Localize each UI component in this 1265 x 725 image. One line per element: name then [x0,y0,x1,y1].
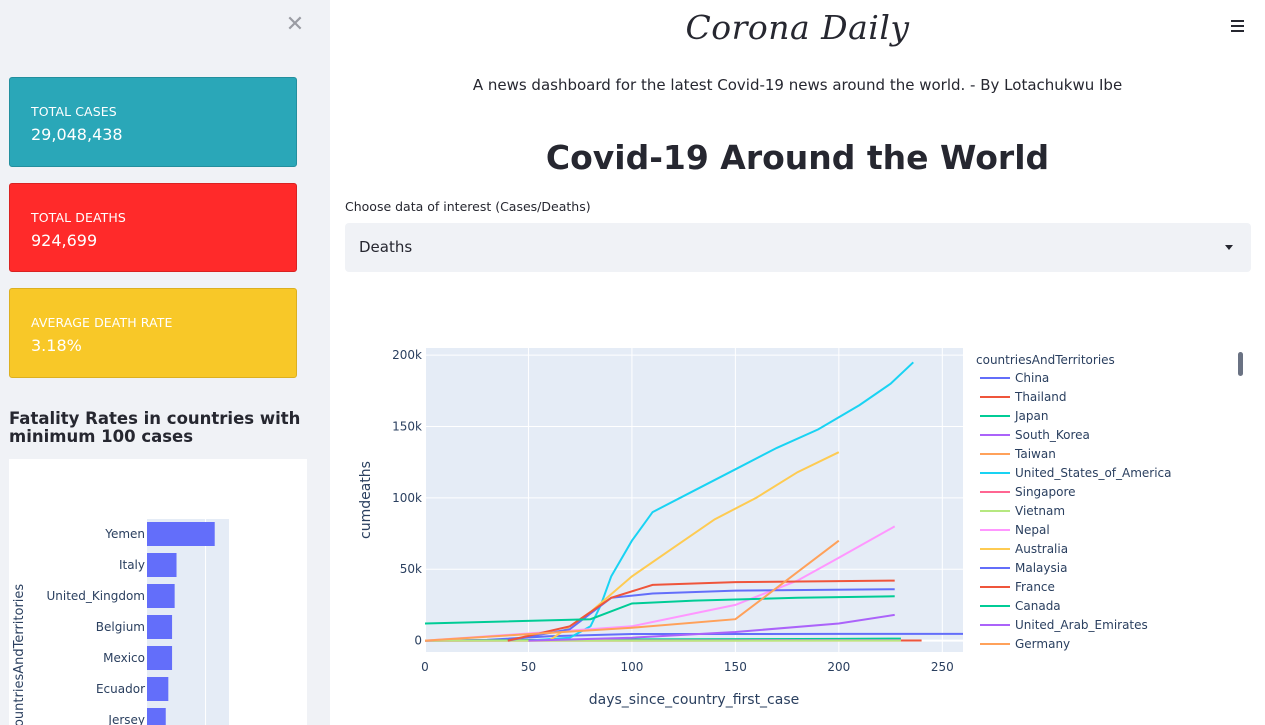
y-tick-label: 0 [414,634,422,648]
y-tick-label: 200k [392,348,422,362]
fatality-bar-label: Belgium [96,620,145,634]
legend-label: Canada [1015,599,1061,613]
series-line [425,539,840,642]
total-cases-label: TOTAL CASES [31,104,117,119]
legend-label: Singapore [1015,485,1076,499]
x-tick-label: 0 [421,660,429,674]
legend-item[interactable]: China [980,371,1049,385]
series-line [528,613,895,642]
close-icon[interactable]: ✕ [285,12,305,37]
total-deaths-value: 924,699 [31,231,98,250]
series-line [528,361,914,642]
total-cases-value: 29,048,438 [31,125,123,144]
legend-label: Japan [1014,409,1048,423]
legend-item[interactable]: Australia [980,542,1068,556]
fatality-bar-label: Ecuador [96,682,145,696]
x-axis-label: days_since_country_first_case [589,692,800,708]
legend-label: United_States_of_America [1015,466,1172,480]
hamburger-menu-icon[interactable] [1226,14,1250,38]
legend-item[interactable]: Germany [980,637,1070,651]
fatality-bar-label: Italy [119,558,145,572]
total-cases-card: TOTAL CASES 29,048,438 [9,77,297,167]
legend-item[interactable]: South_Korea [980,428,1090,442]
legend-label: France [1015,580,1055,594]
chevron-down-icon [1225,245,1233,250]
fatality-bar [147,584,175,608]
line-plot-area [425,348,963,652]
data-select-label: Choose data of interest (Cases/Deaths) [345,199,591,214]
legend-item[interactable]: Nepal [980,523,1050,537]
legend-label: United_Arab_Emirates [1015,618,1148,632]
legend-scrollbar[interactable] [1238,352,1243,376]
fatality-bar [147,708,166,725]
fatality-bar [147,522,215,546]
average-death-rate-value: 3.18% [31,336,82,355]
legend-label: Malaysia [1015,561,1067,575]
fatality-rates-title: Fatality Rates in countries with minimum… [9,409,301,446]
legend-label: Nepal [1015,523,1050,537]
sidebar: ✕ TOTAL CASES 29,048,438 TOTAL DEATHS 92… [0,0,330,725]
app-subtitle: A news dashboard for the latest Covid-19… [472,76,1123,94]
y-tick-label: 100k [392,491,422,505]
legend-item[interactable]: Taiwan [980,447,1056,461]
legend-label: Vietnam [1015,504,1065,518]
y-tick-label: 50k [400,562,422,576]
main-content: Corona Daily A news dashboard for the la… [330,0,1265,725]
data-select[interactable]: Deaths [345,223,1251,272]
legend-item[interactable]: United_Arab_Emirates [980,618,1148,632]
x-tick-label: 100 [620,660,643,674]
total-deaths-label: TOTAL DEATHS [31,210,126,225]
fatality-bar-label: Yemen [104,527,145,541]
legend-item[interactable]: United_States_of_America [980,466,1172,480]
legend-item[interactable]: Japan [980,409,1048,423]
fatality-bar [147,677,169,701]
legend-label: Australia [1015,542,1068,556]
legend-label: Thailand [1014,390,1067,404]
legend-item[interactable]: Thailand [980,390,1067,404]
legend-item[interactable]: France [980,580,1055,594]
y-tick-label: 150k [392,419,422,433]
fatality-bar [147,646,173,670]
legend-title: countriesAndTerritories [976,353,1115,367]
cumdeaths-line-chart: 0 50 100 150 200 250 0 50k 100k 150k 200k days_sinc… [350,330,1265,725]
series-line [507,588,895,642]
series-group [425,361,963,642]
average-death-rate-label: AVERAGE DEATH RATE [31,315,173,330]
series-line [507,579,895,642]
fatality-bar-label: United_Kingdom [46,589,145,603]
x-tick-label: 50 [521,660,536,674]
app-title: Corona Daily [685,8,910,47]
legend-item[interactable]: Canada [980,599,1061,613]
x-tick-label: 250 [931,660,954,674]
series-line [425,595,895,625]
fatality-bar [147,615,173,639]
series-line [425,525,896,642]
fatality-bar-label: Jersey [107,713,145,725]
series-line [548,451,840,642]
average-death-rate-card: AVERAGE DEATH RATE 3.18% [9,288,297,378]
legend-item[interactable]: Vietnam [980,504,1065,518]
legend-label: China [1015,371,1049,385]
fatality-bar-chart-svg: Yemen Italy United_Kingdom Belgium Mexico Ecu… [12,519,229,725]
total-deaths-card: TOTAL DEATHS 924,699 [9,183,297,272]
cumdeaths-line-chart-svg: 0 50 100 150 200 250 0 50k 100k 150k 200k days_sinc… [358,348,1243,708]
legend-label: Germany [1015,637,1070,651]
bar-y-axis-label: countriesAndTerritories [12,584,27,725]
fatality-bar [147,553,177,577]
legend-item[interactable]: Singapore [980,485,1076,499]
fatality-bar-label: Mexico [103,651,145,665]
x-tick-label: 200 [827,660,850,674]
y-axis-label: cumdeaths [358,461,374,539]
legend-label: Taiwan [1014,447,1056,461]
x-tick-label: 150 [724,660,747,674]
legend-label: South_Korea [1015,428,1090,442]
fatality-bar-chart: Yemen Italy United_Kingdom Belgium Mexico Ecu… [9,459,307,725]
legend-item[interactable]: Malaysia [980,561,1067,575]
section-title: Covid-19 Around the World [545,138,1050,177]
data-select-value: Deaths [359,238,413,256]
